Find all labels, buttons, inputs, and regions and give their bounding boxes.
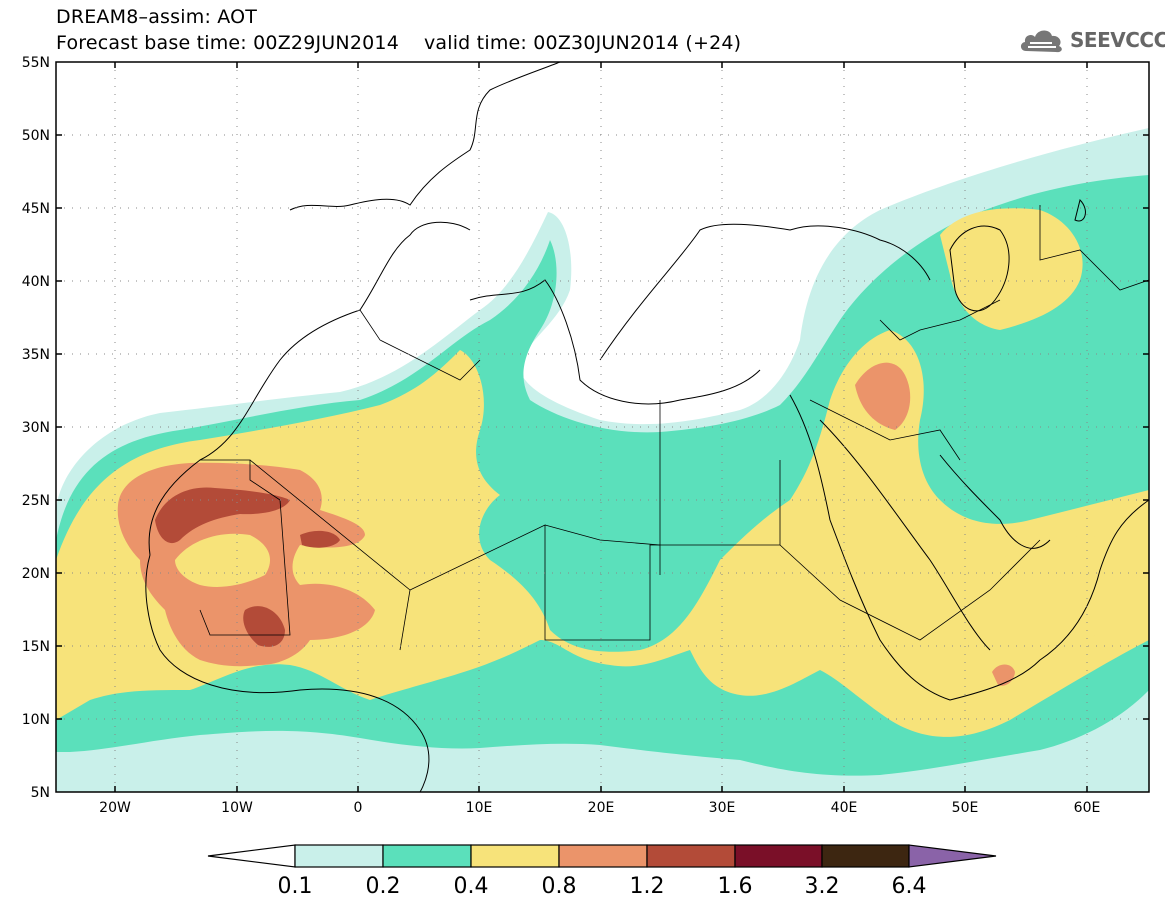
lat-label: 35N [22, 347, 50, 363]
legend-label: 0.8 [542, 874, 577, 899]
legend-label: 6.4 [892, 874, 927, 899]
aot-contour-0.4-arabia [984, 536, 1121, 664]
legend-label: 0.4 [454, 874, 489, 899]
lon-label: 20W [99, 800, 131, 816]
lon-label: 20E [588, 800, 615, 816]
lon-label: 50E [952, 800, 979, 816]
latitude-labels: 5N 10N 15N 20N 25N 30N 35N 40N 45N 50N 5… [22, 55, 50, 801]
coastlines [145, 61, 1150, 793]
map-title: DREAM8–assim: AOT [56, 6, 258, 28]
aot-contour-0.8-white-gap [175, 533, 270, 587]
legend-swatch [207, 844, 296, 868]
aot-contour-1.2-c [243, 606, 285, 647]
lat-label: 20N [22, 566, 50, 582]
legend-swatch [821, 844, 910, 868]
lat-label: 50N [22, 128, 50, 144]
legend-swatch [908, 844, 997, 868]
legend-swatch [646, 844, 736, 868]
lat-label: 55N [22, 55, 50, 71]
country-borders [199, 205, 1150, 651]
aot-contour-0.4-caspian [940, 208, 1083, 330]
lon-label: 40E [831, 800, 858, 816]
aot-contour-1.2-b [300, 530, 340, 548]
aot-field [56, 62, 1149, 792]
graticule [56, 62, 1149, 792]
color-bar [207, 844, 997, 868]
lat-label: 25N [22, 493, 50, 509]
lat-label: 45N [22, 201, 50, 217]
lon-label: 60E [1074, 800, 1101, 816]
lat-label: 5N [31, 785, 50, 801]
lon-label: 30E [709, 800, 736, 816]
legend-swatch [470, 844, 560, 868]
legend-label: 1.2 [630, 874, 665, 899]
lat-label: 40N [22, 274, 50, 290]
legend-label: 3.2 [805, 874, 840, 899]
legend-swatch [294, 844, 384, 868]
forecast-times: Forecast base time: 00Z29JUN2014 valid t… [56, 32, 742, 54]
legend-label: 0.1 [278, 874, 313, 899]
aot-contour-1.2 [155, 487, 290, 544]
seevccc-logo: SEEVCCC [1018, 25, 1165, 55]
lat-label: 30N [22, 420, 50, 436]
logo-text: SEEVCCC [1070, 28, 1165, 52]
legend-swatch [734, 844, 823, 868]
lon-label: 0 [354, 800, 363, 816]
longitude-labels: 20W 10W 0 10E 20E 30E 40E 50E 60E [99, 800, 1100, 816]
legend-swatch [558, 844, 648, 868]
legend-swatch [382, 844, 472, 868]
legend-labels: 0.1 0.2 0.4 0.8 1.2 1.6 3.2 6.4 [278, 874, 927, 899]
aot-contour-0.8-iraq [855, 362, 911, 430]
cloud-logo-icon [1020, 30, 1062, 53]
lat-label: 10N [22, 712, 50, 728]
lon-label: 10E [466, 800, 493, 816]
legend-label: 1.6 [718, 874, 753, 899]
lon-label: 10W [221, 800, 253, 816]
tick-marks [56, 62, 1149, 792]
lat-label: 15N [22, 639, 50, 655]
legend-label: 0.2 [366, 874, 401, 899]
